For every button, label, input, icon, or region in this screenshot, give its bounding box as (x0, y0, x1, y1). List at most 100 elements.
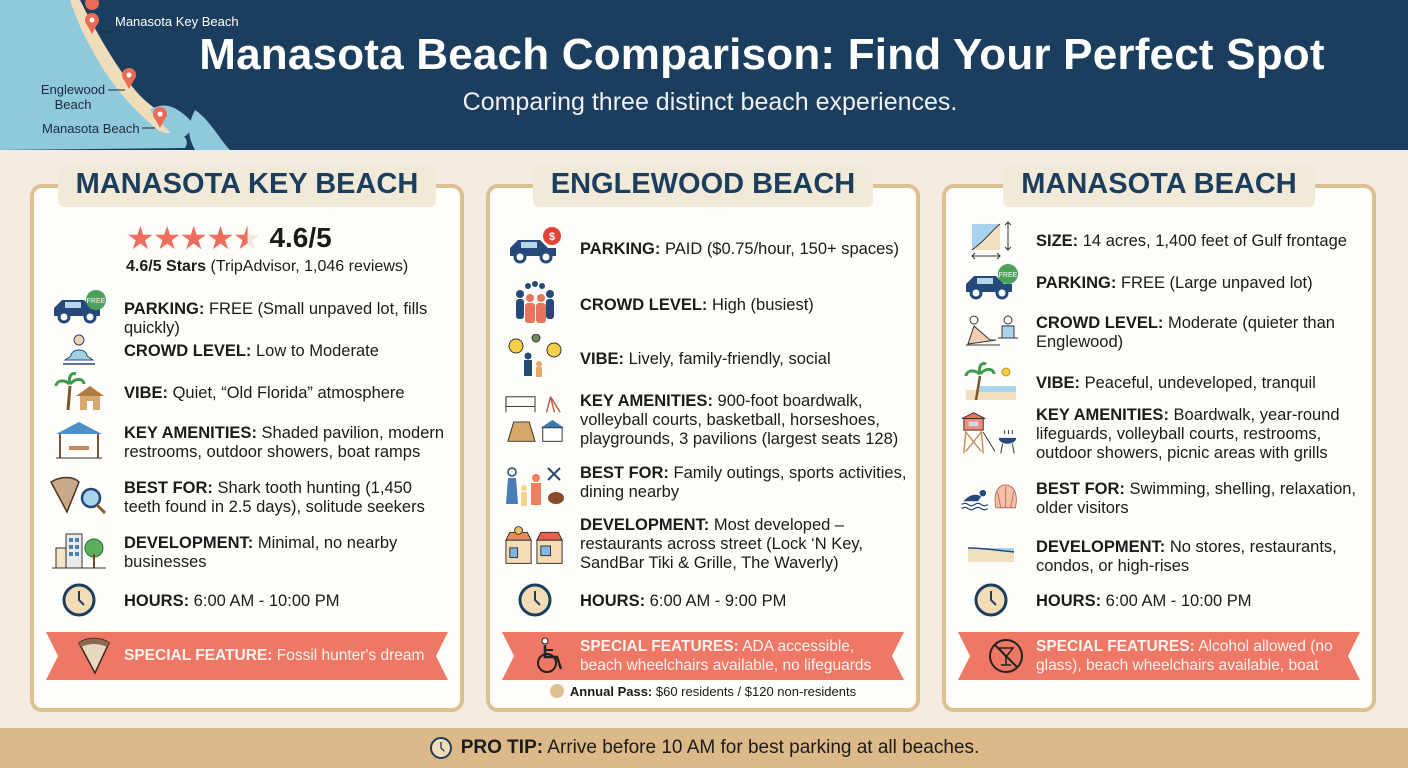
row-text: KEY AMENITIES: Shaded pavilion, modern r… (124, 424, 452, 462)
special-feature-banner: SPECIAL FEATURES: Alcohol allowed (no gl… (958, 632, 1360, 680)
map-label-englewood: Englewood Beach (40, 82, 106, 112)
row-text: KEY AMENITIES: Boardwalk, year-round lif… (1036, 406, 1364, 463)
special-label: SPECIAL FEATURES: (1036, 638, 1195, 655)
row-label: KEY AMENITIES: (124, 424, 257, 442)
shoreline-icon (960, 532, 1022, 576)
sunbather-icon (960, 308, 1022, 352)
row-label: BEST FOR: (124, 479, 213, 497)
row-label: DEVELOPMENT: (124, 534, 254, 552)
pro-tip-label: PRO TIP: (460, 737, 544, 758)
row-text: DEVELOPMENT: Minimal, no nearby business… (124, 534, 452, 572)
special-label: SPECIAL FEATURES: (580, 638, 739, 655)
row-label: PARKING: (1036, 274, 1117, 292)
map-label-manasota: Manasota Beach (42, 121, 140, 136)
row-text: VIBE: Lively, family-friendly, social (580, 350, 908, 369)
row-label: BEST FOR: (580, 464, 669, 482)
row-label: HOURS: (1036, 592, 1102, 610)
row-text: PARKING: FREE (Large unpaved lot) (1036, 274, 1364, 293)
special-label: SPECIAL FEATURE: (124, 647, 273, 664)
pavilion-icon (48, 418, 110, 462)
row-text: CROWD LEVEL: High (busiest) (580, 296, 908, 315)
annual-pass: Annual Pass: $60 residents / $120 non-re… (490, 684, 916, 699)
page-title: Manasota Beach Comparison: Find Your Per… (199, 30, 1325, 79)
row-label: PARKING: (580, 240, 661, 258)
row-value: Low to Moderate (251, 342, 379, 360)
clock-icon (429, 737, 452, 759)
pro-tip-text: Arrive before 10 AM for best parking at … (543, 737, 980, 758)
swimmer-shell-icon (960, 476, 1022, 520)
row-value: No stores, restaurants, condos, or high-… (1036, 538, 1337, 575)
row-value: Minimal, no nearby businesses (124, 534, 398, 571)
row-text: CROWD LEVEL: Low to Moderate (124, 342, 452, 361)
family-sports-icon (504, 462, 566, 512)
row-value: Lively, family-friendly, social (624, 350, 831, 368)
row-value: Family outings, sports activities, dinin… (580, 464, 907, 501)
row-value: Most developed – restaurants across stre… (580, 516, 864, 572)
row-text: BEST FOR: Family outings, sports activit… (580, 464, 908, 502)
card-title: ENGLEWOOD BEACH (532, 166, 874, 207)
special-value: Fossil hunter's dream (272, 647, 425, 664)
buildings-tree-icon (48, 528, 110, 572)
row-text: PARKING: FREE (Small unpaved lot, fills … (124, 300, 452, 338)
meditation-icon (48, 328, 110, 372)
size-icon (960, 218, 1022, 262)
row-value: 14 acres, 1,400 feet of Gulf frontage (1078, 232, 1347, 250)
card-manasota-key-beach: MANASOTA KEY BEACH ★★★★★ 4.6/5 4.6/5 Sta… (30, 166, 464, 712)
row-label: HOURS: (124, 592, 190, 610)
special-value: ADA accessible, beach wheelchairs availa… (580, 638, 872, 674)
row-label: VIBE: (124, 384, 169, 402)
row-value: 6:00 AM - 10:00 PM (1101, 592, 1252, 610)
pro-tip-bar: PRO TIP: Arrive before 10 AM for best pa… (0, 728, 1408, 768)
row-value: 6:00 AM - 10:00 PM (189, 592, 340, 610)
shark-tooth-search-icon (48, 474, 110, 518)
map-label-key-beach: Manasota Key Beach (115, 14, 239, 29)
row-value: Swimming, shelling, relaxation, older vi… (1036, 480, 1357, 517)
row-text: KEY AMENITIES: 900-foot boardwalk, volle… (580, 392, 908, 449)
row-text: DEVELOPMENT: Most developed – restaurant… (580, 516, 908, 573)
card-manasota-beach: MANASOTA BEACH SIZE: 14 acres, 1,400 fee… (942, 166, 1376, 712)
storefront-icon (504, 516, 566, 572)
car-free-icon: FREE (960, 260, 1022, 304)
card-title: MANASOTA KEY BEACH (57, 166, 437, 207)
row-text: HOURS: 6:00 AM - 10:00 PM (1036, 592, 1364, 611)
seal-icon (549, 684, 564, 698)
row-text: VIBE: Peaceful, undeveloped, tranquil (1036, 374, 1364, 393)
row-value: Moderate (quieter than Englewood) (1036, 314, 1335, 351)
amenities-icon (504, 392, 566, 448)
row-label: HOURS: (580, 592, 646, 610)
annual-pass-value: $60 residents / $120 non-residents (652, 684, 857, 699)
row-text: BEST FOR: Swimming, shelling, relaxation… (1036, 480, 1364, 518)
row-label: CROWD LEVEL: (1036, 314, 1164, 332)
palm-hut-icon (48, 370, 110, 414)
row-label: VIBE: (1036, 374, 1081, 392)
row-text: VIBE: Quiet, “Old Florida” atmosphere (124, 384, 452, 403)
card-englewood-beach: ENGLEWOOD BEACH $ PARKING: PAID ($0.75/h… (486, 166, 920, 712)
row-label: VIBE: (580, 350, 625, 368)
clock-icon (504, 578, 566, 622)
shark-tooth-icon (74, 632, 114, 680)
no-glass-icon (986, 632, 1026, 680)
clock-icon (48, 578, 110, 622)
svg-text:FREE: FREE (999, 272, 1018, 279)
svg-text:FREE: FREE (87, 298, 106, 305)
row-value: FREE (Small unpaved lot, fills quickly) (124, 300, 428, 337)
row-label: SIZE: (1036, 232, 1079, 250)
row-value: Shark tooth hunting (1,450 teeth found i… (124, 479, 425, 516)
row-label: KEY AMENITIES: (1036, 406, 1169, 424)
row-label: DEVELOPMENT: (580, 516, 710, 534)
row-text: BEST FOR: Shark tooth hunting (1,450 tee… (124, 479, 452, 517)
car-free-icon: FREE (48, 286, 110, 330)
row-value: 900-foot boardwalk, volleyball courts, b… (580, 392, 899, 448)
special-feature-banner: SPECIAL FEATURE: Fossil hunter's dream (46, 632, 448, 680)
palm-sun-icon (960, 360, 1022, 404)
row-value: Shaded pavilion, modern restrooms, outdo… (124, 424, 445, 461)
row-value: 6:00 AM - 9:00 PM (645, 592, 787, 610)
row-value: PAID ($0.75/hour, 150+ spaces) (660, 240, 899, 258)
annual-pass-label: Annual Pass: (569, 684, 653, 699)
rating-value: 4.6/5 (269, 222, 332, 253)
row-value: Peaceful, undeveloped, tranquil (1080, 374, 1316, 392)
row-label: PARKING: (124, 300, 205, 318)
row-text: HOURS: 6:00 AM - 9:00 PM (580, 592, 908, 611)
row-text: CROWD LEVEL: Moderate (quieter than Engl… (1036, 314, 1364, 352)
header: Manasota Key Beach Englewood Beach Manas… (0, 0, 1408, 150)
